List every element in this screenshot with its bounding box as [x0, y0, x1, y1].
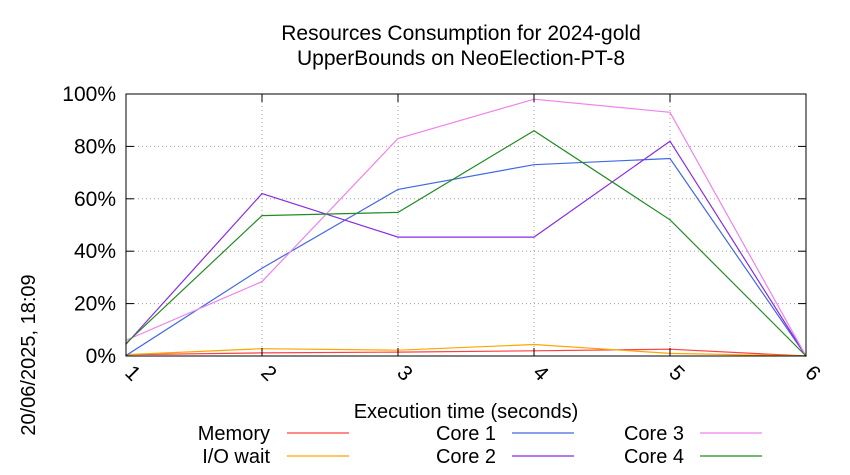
plot-frame	[125, 93, 807, 357]
data-point-5-2	[397, 211, 399, 214]
series-line-core-4	[125, 129, 807, 357]
x-tick-label: 1	[120, 361, 145, 386]
legend-label-memory: Memory	[198, 423, 270, 445]
axis-ticks: 0% 20% 40% 60% 80% 100% 1 2 3 4 5 6	[62, 83, 825, 386]
x-tick-label: 5	[664, 361, 689, 386]
y-tick-label: 100%	[62, 83, 116, 106]
axis-labels: Execution time (seconds) 20/06/2025, 18:0…	[18, 274, 578, 435]
series-lines	[125, 98, 807, 357]
legend-label-i-o-wait: I/O wait	[202, 446, 270, 468]
y-tick-label: 0%	[86, 345, 116, 368]
chart-title-line-2: UpperBounds on NeoElection-PT-8	[297, 47, 625, 70]
y-tick-label: 80%	[74, 135, 116, 158]
chart-title-line-1: Resources Consumption for 2024-gold	[281, 22, 641, 45]
data-point-5-4	[669, 219, 671, 221]
timestamp-label: 20/06/2025, 18:09	[18, 274, 40, 435]
series-line-memory	[125, 348, 807, 357]
y-tick-label: 40%	[74, 240, 116, 263]
data-point-3-2	[397, 236, 399, 238]
x-tick-label: 6	[800, 361, 825, 386]
legend-label-core-3: Core 3	[624, 423, 684, 445]
data-point-3-4	[669, 140, 671, 142]
y-tick-label: 60%	[74, 188, 116, 211]
legend-label-core-1: Core 1	[436, 423, 496, 445]
data-point-3-3	[533, 236, 535, 238]
data-point-2-4	[669, 157, 671, 160]
y-tick-label: 20%	[74, 293, 116, 316]
data-point-5-3	[533, 130, 535, 132]
series-line-core-1	[125, 157, 807, 357]
x-tick-label: 2	[256, 361, 281, 386]
data-point-5-1	[261, 214, 263, 217]
data-point-3-1	[261, 192, 263, 195]
data-point-1-3	[533, 343, 535, 346]
x-axis-label: Execution time (seconds)	[354, 401, 579, 423]
legend-label-core-2: Core 2	[436, 446, 496, 468]
series-line-core-2	[125, 140, 807, 357]
plot-border	[125, 93, 807, 357]
data-point-2-3	[533, 164, 535, 166]
data-point-2-1	[261, 267, 263, 269]
grid-lines	[126, 94, 806, 356]
data-point-4-1	[261, 280, 263, 283]
series-line-i-o-wait	[125, 343, 807, 357]
data-point-4-4	[669, 111, 671, 113]
x-tick-label: 4	[528, 361, 553, 386]
x-tick-label: 3	[392, 361, 417, 386]
series-line-core-3	[125, 98, 807, 357]
data-point-4-2	[397, 137, 399, 140]
chart-title: Resources Consumption for 2024-goldUpper…	[281, 22, 641, 70]
data-point-2-2	[397, 188, 399, 190]
legend-label-core-4: Core 4	[624, 446, 684, 468]
